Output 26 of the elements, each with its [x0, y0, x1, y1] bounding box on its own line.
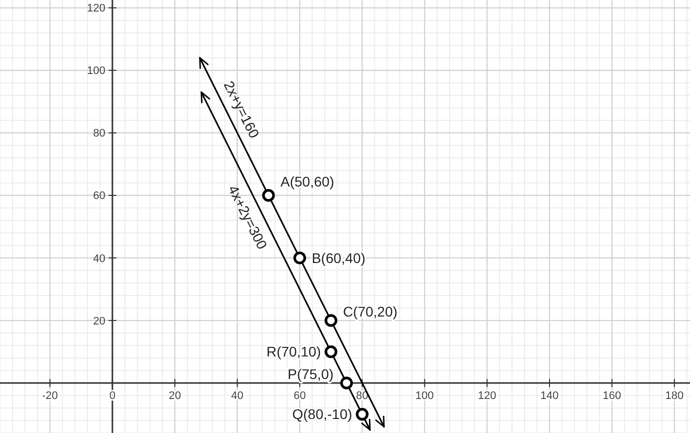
y-tick-label: 20 — [93, 315, 106, 328]
point — [324, 314, 338, 327]
x-tick-label: -20 — [42, 390, 58, 402]
annotation: Q(80,-10) — [292, 406, 352, 422]
annotation: C(70,20) — [342, 303, 398, 320]
y-tick-label: 120 — [87, 2, 106, 15]
annotation: B(60,40) — [312, 250, 366, 266]
x-tick-label: 20 — [168, 390, 181, 402]
x-tick-label: 60 — [294, 390, 306, 402]
x-tick-label: 120 — [478, 390, 496, 402]
x-tick-label: 100 — [415, 390, 434, 402]
y-tick-label: 60 — [93, 190, 106, 202]
x-tick-label: 180 — [665, 390, 684, 402]
point — [356, 408, 369, 421]
point — [293, 252, 306, 264]
y-tick-label: 40 — [93, 252, 106, 265]
y-tick-label: 80 — [93, 128, 106, 140]
annotation: P(75,0) — [288, 366, 334, 382]
y-tick-label: 100 — [87, 65, 106, 78]
x-tick-label: 160 — [602, 390, 622, 402]
annotation: A(50,60) — [280, 173, 334, 190]
point — [340, 376, 353, 390]
point — [324, 345, 338, 358]
annotation: R(70,10) — [266, 344, 321, 360]
x-tick-label: 40 — [231, 390, 244, 402]
x-tick-label: 140 — [540, 390, 559, 402]
